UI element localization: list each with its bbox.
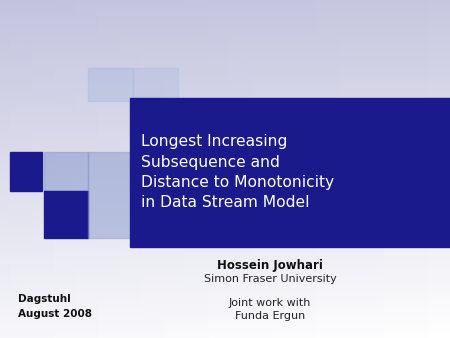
Bar — [88, 68, 133, 101]
Text: Funda Ergun: Funda Ergun — [235, 311, 305, 321]
Bar — [133, 101, 178, 152]
Text: Longest Increasing
Subsequence and
Distance to Monotonicity
in Data Stream Model: Longest Increasing Subsequence and Dista… — [141, 134, 334, 211]
Text: Hossein Jowhari: Hossein Jowhari — [217, 259, 323, 272]
Text: August 2008: August 2008 — [18, 309, 92, 319]
Text: Simon Fraser University: Simon Fraser University — [203, 274, 337, 284]
Bar — [130, 98, 450, 247]
Bar — [44, 191, 88, 238]
Bar — [10, 152, 42, 191]
Bar — [88, 152, 133, 238]
Text: Joint work with: Joint work with — [229, 297, 311, 308]
Bar — [133, 68, 178, 101]
Bar — [44, 152, 88, 191]
Text: Dagstuhl: Dagstuhl — [18, 294, 71, 304]
